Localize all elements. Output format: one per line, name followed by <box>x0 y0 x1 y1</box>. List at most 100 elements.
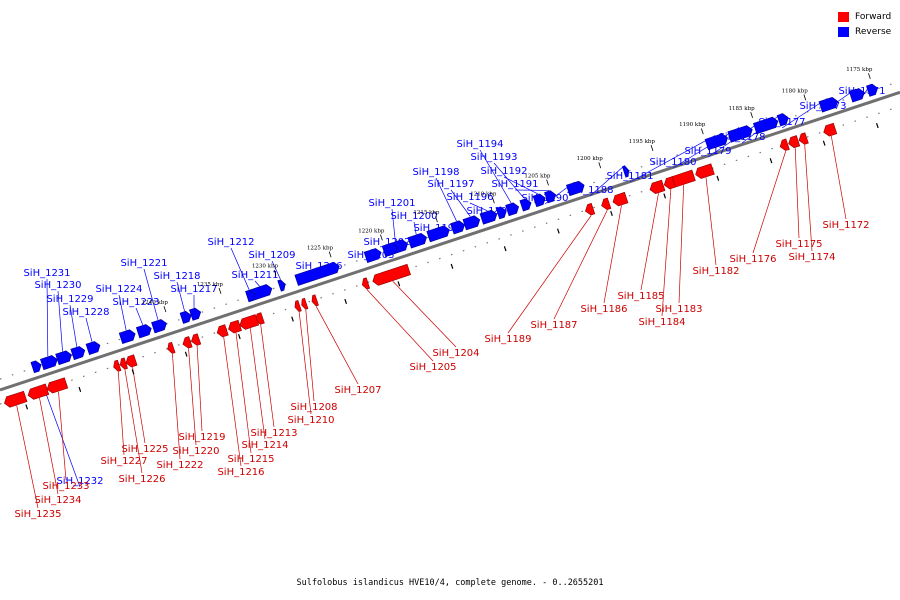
SiH_1184-leader <box>661 189 672 317</box>
SiH_1208-label: SiH_1208 <box>290 402 337 413</box>
SiH_1234-arrow <box>27 383 50 400</box>
SiH_1178-arrow <box>776 113 789 127</box>
SiH_1229-arrow <box>70 346 86 361</box>
ruler-tick-label: 1190 kbp <box>679 122 706 128</box>
SiH_1194-label: SiH_1194 <box>456 139 503 150</box>
SiH_1176-label: SiH_1176 <box>729 254 776 265</box>
SiH_1197-leader <box>450 189 471 217</box>
SiH_1202-label: SiH_1202 <box>363 237 410 248</box>
SiH_1229-label: SiH_1229 <box>46 294 93 305</box>
SiH_1191-label: SiH_1191 <box>491 179 538 190</box>
SiH_1217-label: SiH_1217 <box>170 284 217 295</box>
ruler-tick <box>650 144 654 151</box>
SiH_1175-label: SiH_1175 <box>775 239 822 250</box>
SiH_1186-label: SiH_1186 <box>580 304 627 315</box>
SiH_1227-arrow <box>113 359 122 372</box>
SiH_1216-leader <box>223 337 242 467</box>
ruler-tick-label: 1220 kbp <box>358 228 385 234</box>
SiH_1225-arrow <box>125 354 138 368</box>
minor-tick <box>397 281 401 287</box>
SiH_1206-label: SiH_1206 <box>295 261 342 272</box>
SiH_1203-arrow <box>363 248 382 263</box>
SiH_1204-arrow <box>372 263 411 286</box>
legend-reverse-label: Reverse <box>855 26 892 37</box>
SiH_1175-arrow <box>788 135 801 149</box>
SiH_1172-arrow <box>823 122 838 137</box>
ruler-tick-label: 1175 kbp <box>846 67 873 73</box>
SiH_1213-label: SiH_1213 <box>250 428 297 439</box>
SiH_1202-arrow <box>381 242 398 257</box>
SiH_1222-arrow <box>167 341 176 354</box>
SiH_1209-leader <box>271 260 281 280</box>
SiH_1220-label: SiH_1220 <box>172 446 219 457</box>
SiH_1176-leader <box>752 151 787 254</box>
ruler-tick-label: 1235 kbp <box>197 282 224 288</box>
SiH_1184-label: SiH_1184 <box>638 317 685 328</box>
SiH_1186-leader <box>603 205 622 304</box>
ruler-tick <box>218 287 222 294</box>
ruler-tick <box>803 94 807 101</box>
SiH_1174-leader <box>804 144 813 252</box>
SiH_1187-label: SiH_1187 <box>530 320 577 331</box>
ruler-tick-label: 1195 kbp <box>629 139 656 145</box>
SiH_1223-arrow <box>135 324 152 339</box>
SiH_1233-leader <box>58 391 67 481</box>
SiH_1215-leader <box>235 332 252 454</box>
SiH_1228-label: SiH_1228 <box>62 307 109 318</box>
minor-tick <box>78 386 82 392</box>
strand-legend: Forward Reverse <box>838 9 891 39</box>
SiH_1182-label: SiH_1182 <box>692 266 739 277</box>
minor-tick <box>822 140 826 146</box>
SiH_1193-label: SiH_1193 <box>470 152 517 163</box>
SiH_1203-leader <box>370 249 372 262</box>
ruler-tick <box>700 128 704 135</box>
SiH_1207-label: SiH_1207 <box>334 385 381 396</box>
SiH_1211-leader <box>254 280 260 287</box>
SiH_1200-leader <box>413 221 417 235</box>
SiH_1205-label: SiH_1205 <box>409 362 456 373</box>
SiH_1197-arrow <box>462 215 481 231</box>
SiH_1216-label: SiH_1216 <box>217 467 264 478</box>
SiH_1209-label: SiH_1209 <box>248 250 295 261</box>
SiH_1180-leader <box>672 127 740 169</box>
SiH_1222-leader <box>172 353 181 460</box>
SiH_1225-label: SiH_1225 <box>121 444 168 455</box>
SiH_1219-label: SiH_1219 <box>178 432 225 443</box>
SiH_1212-label: SiH_1212 <box>207 237 254 248</box>
SiH_1196-arrow <box>479 209 498 225</box>
SiH_1193-leader <box>493 162 525 199</box>
SiH_1226-label: SiH_1226 <box>118 474 165 485</box>
ruler-tick <box>273 269 277 276</box>
SiH_1185-leader <box>640 193 659 291</box>
SiH_1182-leader <box>705 177 717 266</box>
SiH_1234-label: SiH_1234 <box>34 495 81 506</box>
SiH_1207-leader <box>315 306 359 385</box>
SiH_1182-arrow <box>695 163 715 179</box>
SiH_1226-arrow <box>119 357 128 370</box>
SiH_1230-arrow <box>55 350 72 366</box>
SiH_1194-leader <box>479 149 512 204</box>
SiH_1215-arrow <box>228 319 242 334</box>
SiH_1232-arrow <box>30 360 42 374</box>
SiH_1201-leader <box>391 208 396 242</box>
SiH_1221-label: SiH_1221 <box>120 258 167 269</box>
genome-caption: Sulfolobus islandicus HVE10/4, complete … <box>296 578 604 588</box>
SiH_1213-leader <box>260 324 275 428</box>
SiH_1198-label: SiH_1198 <box>412 167 459 178</box>
SiH_1220-leader <box>188 348 197 446</box>
SiH_1224-label: SiH_1224 <box>95 284 142 295</box>
SiH_1199-arrow <box>426 225 450 243</box>
SiH_1189-label: SiH_1189 <box>484 334 531 345</box>
SiH_1196-label: SiH_1196 <box>446 192 493 203</box>
SiH_1226-leader <box>124 369 143 474</box>
SiH_1211-label: SiH_1211 <box>231 270 278 281</box>
SiH_1192-leader <box>503 176 539 195</box>
ruler-tick <box>380 234 383 241</box>
minor-tick <box>184 351 188 357</box>
forward-swatch <box>838 11 849 22</box>
SiH_1212-arrow <box>245 289 256 303</box>
genome-axis <box>0 90 900 392</box>
minor-tick <box>503 246 507 252</box>
SiH_1214-leader <box>249 328 266 440</box>
